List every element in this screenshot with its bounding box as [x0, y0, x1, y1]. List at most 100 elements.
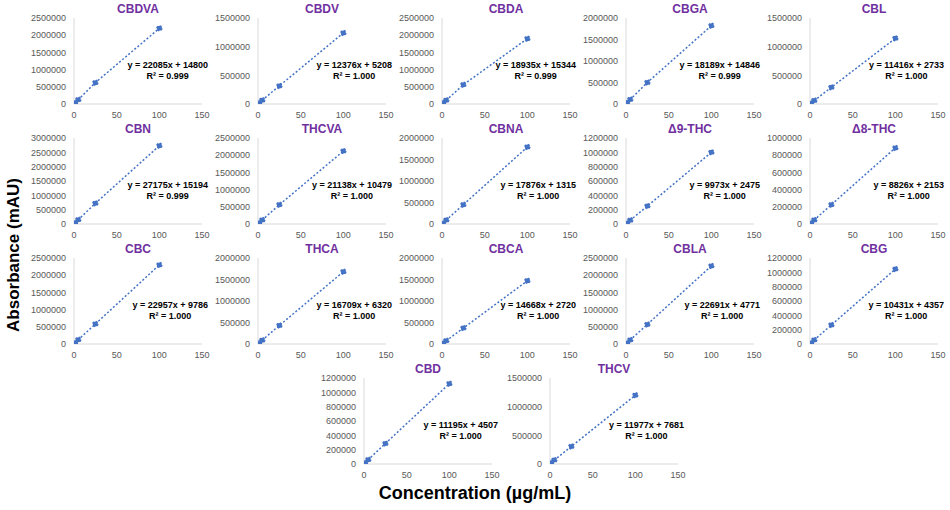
svg-text:1000000: 1000000 [399, 176, 434, 186]
svg-text:800000: 800000 [772, 282, 802, 292]
svg-text:50: 50 [480, 110, 490, 120]
svg-text:100: 100 [704, 110, 719, 120]
svg-text:500000: 500000 [588, 78, 618, 88]
svg-text:1000000: 1000000 [583, 56, 618, 66]
svg-text:1200000: 1200000 [321, 373, 356, 383]
svg-text:400000: 400000 [772, 185, 802, 195]
svg-text:400000: 400000 [588, 191, 618, 201]
svg-text:500000: 500000 [404, 82, 434, 92]
svg-text:0: 0 [797, 339, 802, 349]
svg-text:3000000: 3000000 [31, 133, 66, 143]
svg-text:1000000: 1000000 [31, 191, 66, 201]
svg-text:500000: 500000 [220, 202, 250, 212]
svg-text:1500000: 1500000 [583, 35, 618, 45]
svg-text:2000000: 2000000 [31, 162, 66, 172]
svg-text:100: 100 [442, 470, 457, 480]
svg-text:1500000: 1500000 [583, 288, 618, 298]
svg-text:500000: 500000 [588, 322, 618, 332]
svg-text:200000: 200000 [326, 445, 356, 455]
svg-text:500000: 500000 [220, 71, 250, 81]
svg-text:2500000: 2500000 [31, 148, 66, 158]
svg-text:50: 50 [296, 230, 306, 240]
svg-text:0: 0 [623, 110, 628, 120]
svg-text:100: 100 [888, 110, 903, 120]
svg-text:0: 0 [613, 219, 618, 229]
svg-text:1000000: 1000000 [215, 296, 250, 306]
svg-text:0: 0 [439, 350, 444, 360]
svg-text:50: 50 [664, 350, 674, 360]
svg-text:100: 100 [704, 350, 719, 360]
svg-text:2500000: 2500000 [399, 13, 434, 23]
svg-text:600000: 600000 [588, 176, 618, 186]
svg-text:500000: 500000 [404, 318, 434, 328]
svg-text:100: 100 [520, 230, 535, 240]
svg-text:0: 0 [807, 230, 812, 240]
svg-text:1500000: 1500000 [507, 373, 542, 383]
svg-text:100: 100 [628, 470, 643, 480]
svg-text:100: 100 [336, 350, 351, 360]
svg-text:1500000: 1500000 [215, 168, 250, 178]
svg-text:1500000: 1500000 [767, 13, 802, 23]
svg-text:100: 100 [704, 230, 719, 240]
svg-text:150: 150 [746, 350, 761, 360]
svg-text:100: 100 [152, 350, 167, 360]
svg-text:0: 0 [807, 350, 812, 360]
svg-text:0: 0 [71, 230, 76, 240]
svg-text:0: 0 [797, 99, 802, 109]
svg-text:100: 100 [520, 350, 535, 360]
svg-text:400000: 400000 [326, 431, 356, 441]
svg-text:100: 100 [888, 350, 903, 360]
svg-text:150: 150 [930, 350, 942, 360]
svg-text:800000: 800000 [772, 150, 802, 160]
svg-text:2500000: 2500000 [31, 13, 66, 23]
svg-text:1500000: 1500000 [399, 275, 434, 285]
svg-text:1500000: 1500000 [215, 275, 250, 285]
svg-text:100: 100 [520, 110, 535, 120]
svg-text:150: 150 [746, 110, 761, 120]
svg-text:200000: 200000 [588, 205, 618, 215]
svg-text:600000: 600000 [772, 296, 802, 306]
svg-text:50: 50 [480, 350, 490, 360]
svg-text:600000: 600000 [772, 168, 802, 178]
svg-text:0: 0 [537, 459, 542, 469]
svg-text:2000000: 2000000 [399, 30, 434, 40]
svg-text:0: 0 [623, 350, 628, 360]
svg-text:150: 150 [562, 230, 577, 240]
svg-text:150: 150 [484, 470, 499, 480]
svg-text:0: 0 [245, 219, 250, 229]
svg-text:1500000: 1500000 [31, 48, 66, 58]
svg-text:1200000: 1200000 [767, 253, 802, 263]
svg-text:50: 50 [588, 470, 598, 480]
svg-text:150: 150 [194, 110, 209, 120]
svg-text:2000000: 2000000 [31, 270, 66, 280]
svg-text:150: 150 [378, 350, 393, 360]
svg-text:500000: 500000 [512, 431, 542, 441]
svg-text:0: 0 [255, 350, 260, 360]
svg-text:50: 50 [848, 110, 858, 120]
svg-text:0: 0 [71, 110, 76, 120]
svg-text:100: 100 [152, 230, 167, 240]
svg-text:150: 150 [378, 110, 393, 120]
svg-text:1000000: 1000000 [399, 296, 434, 306]
svg-text:400000: 400000 [772, 311, 802, 321]
svg-text:1000000: 1000000 [31, 305, 66, 315]
svg-text:0: 0 [807, 110, 812, 120]
svg-text:800000: 800000 [588, 162, 618, 172]
svg-text:500000: 500000 [220, 318, 250, 328]
svg-text:500000: 500000 [36, 322, 66, 332]
svg-text:50: 50 [848, 230, 858, 240]
svg-text:150: 150 [930, 230, 942, 240]
svg-text:1000000: 1000000 [767, 133, 802, 143]
svg-text:150: 150 [930, 110, 942, 120]
svg-text:50: 50 [402, 470, 412, 480]
svg-text:1200000: 1200000 [583, 133, 618, 143]
svg-text:500000: 500000 [772, 71, 802, 81]
svg-text:0: 0 [255, 110, 260, 120]
svg-text:100: 100 [336, 230, 351, 240]
svg-text:50: 50 [112, 230, 122, 240]
svg-text:1500000: 1500000 [31, 176, 66, 186]
svg-text:0: 0 [361, 470, 366, 480]
svg-text:2000000: 2000000 [31, 30, 66, 40]
svg-text:1000000: 1000000 [583, 305, 618, 315]
svg-text:100: 100 [336, 110, 351, 120]
